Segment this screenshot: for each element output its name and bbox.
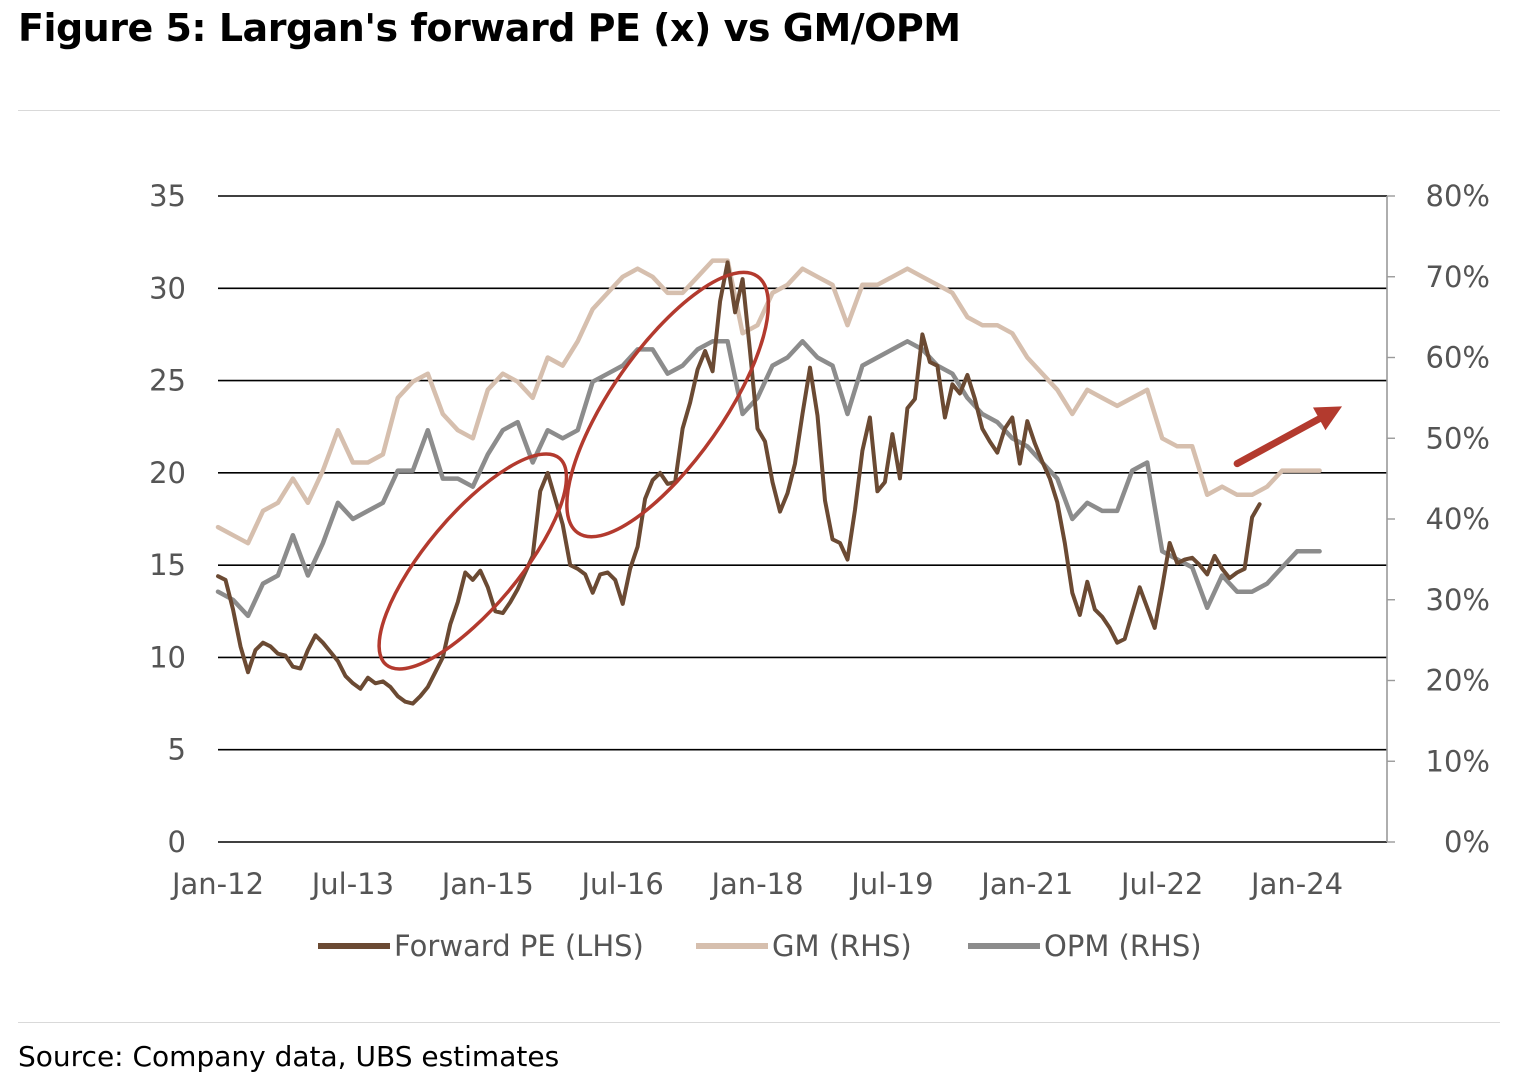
trend-arrow-head xyxy=(1312,406,1343,431)
x-tick-label: Jan-21 xyxy=(979,867,1073,901)
highlight-ellipse xyxy=(377,452,569,671)
top-divider xyxy=(18,110,1500,111)
series-line-forward-pe xyxy=(216,260,1262,706)
y-right-tick-label: 10% xyxy=(1426,744,1490,778)
y-right-tick-label: 70% xyxy=(1426,260,1490,294)
y-left-tick-label: 20 xyxy=(149,456,186,490)
y-left-tick-label: 10 xyxy=(149,640,186,674)
legend-label: Forward PE (LHS) xyxy=(394,929,644,963)
x-tick-label: Jan-15 xyxy=(440,867,534,901)
x-tick-label: Jul-22 xyxy=(1119,867,1203,901)
y-left-tick-label: 25 xyxy=(149,364,186,398)
x-tick-label: Jul-13 xyxy=(310,867,394,901)
y-right-tick-label: 80% xyxy=(1426,179,1490,213)
axes: 0 5 10 15 20 25 30 35 0% 10% 20% 30% 40% 50% 60% 70% 80%… xyxy=(149,179,1490,901)
highlight-ellipse xyxy=(565,270,771,539)
y-left-tick-label: 35 xyxy=(149,179,186,213)
bottom-divider xyxy=(18,1022,1500,1023)
y-right-tick-label: 20% xyxy=(1426,664,1490,698)
source-note: Source: Company data, UBS estimates xyxy=(18,1040,560,1073)
y-left-tick-label: 15 xyxy=(149,548,186,582)
x-tick-label: Jul-19 xyxy=(849,867,933,901)
annotations xyxy=(377,270,1343,671)
chart: 0 5 10 15 20 25 30 35 0% 10% 20% 30% 40% 50% 60% 70% 80%… xyxy=(149,179,1490,963)
series-line-opm xyxy=(215,339,1322,619)
page-title: Figure 5: Largan's forward PE (x) vs GM/… xyxy=(18,6,961,50)
grid-lines xyxy=(218,195,1387,843)
y-left-tick-label: 5 xyxy=(168,733,186,767)
series-lines xyxy=(215,258,1322,706)
series-line-gm xyxy=(215,258,1322,546)
y-right-tick-label: 30% xyxy=(1426,583,1490,617)
y-left-tick-label: 0 xyxy=(168,825,186,859)
legend: Forward PE (LHS) GM (RHS) OPM (RHS) xyxy=(318,929,1202,963)
y-right-tick-label: 0% xyxy=(1444,825,1490,859)
y-right-tick-label: 60% xyxy=(1426,341,1490,375)
x-tick-label: Jan-24 xyxy=(1249,867,1343,901)
trend-arrow-shaft xyxy=(1233,415,1323,468)
y-right-tick-label: 40% xyxy=(1426,502,1490,536)
legend-label: OPM (RHS) xyxy=(1044,929,1202,963)
x-tick-label: Jul-16 xyxy=(579,867,663,901)
x-tick-label: Jan-12 xyxy=(170,867,264,901)
x-tick-label: Jan-18 xyxy=(709,867,803,901)
y-right-tick-label: 50% xyxy=(1426,421,1490,455)
y-left-tick-label: 30 xyxy=(149,271,186,305)
legend-label: GM (RHS) xyxy=(772,929,912,963)
